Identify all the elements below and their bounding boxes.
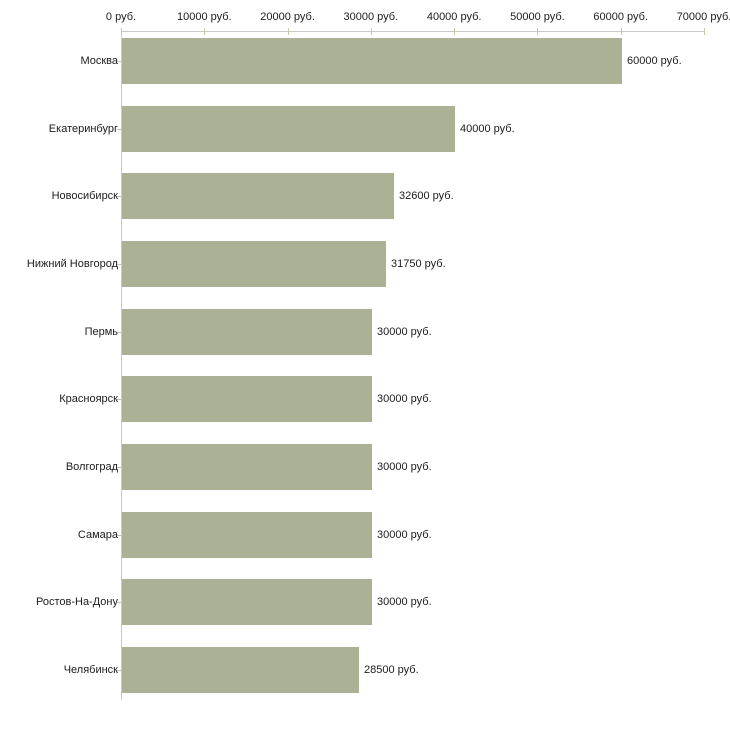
- y-axis-tick: [117, 61, 121, 62]
- x-axis-tick: [537, 28, 539, 35]
- bar: [122, 240, 386, 287]
- category-label: Москва: [80, 55, 118, 67]
- bar: [122, 38, 622, 84]
- category-label: Пермь: [84, 325, 118, 338]
- x-axis-tick-label: 70000 руб.: [676, 11, 730, 23]
- y-axis-tick: [117, 331, 121, 333]
- value-label: 40000 руб.: [460, 122, 515, 135]
- value-label: 30000 руб.: [377, 596, 432, 609]
- category-label: Ростов-На-Дону: [35, 596, 118, 609]
- y-axis-tick: [117, 128, 121, 130]
- y-axis-tick: [117, 534, 121, 536]
- value-label: 31750 руб.: [391, 257, 446, 270]
- x-axis-tick: [704, 28, 705, 35]
- category-label: Челябинск: [63, 663, 118, 676]
- category-label: Новосибирск: [51, 190, 118, 203]
- y-axis-tick: [117, 669, 121, 671]
- x-axis-tick-label: 10000 руб.: [176, 11, 232, 23]
- bar: [122, 105, 455, 152]
- y-axis-tick: [117, 399, 121, 401]
- x-axis-tick: [204, 28, 206, 35]
- category-label: Красноярск: [59, 393, 118, 406]
- x-axis-tick: [370, 28, 372, 35]
- bar: [122, 376, 372, 423]
- value-label: 30000 руб.: [377, 325, 432, 338]
- category-label: Самара: [77, 528, 118, 541]
- x-axis-tick-label: 0 руб.: [105, 11, 137, 23]
- x-axis-tick-label: 20000 руб.: [260, 11, 315, 23]
- value-label: 60000 руб.: [627, 55, 682, 67]
- x-axis-line: [121, 31, 705, 32]
- value-label: 30000 руб.: [377, 393, 432, 406]
- y-axis-tick: [117, 602, 121, 604]
- y-axis-tick: [117, 466, 121, 468]
- x-axis-tick: [620, 28, 622, 35]
- x-axis-tick: [121, 28, 122, 35]
- x-axis-tick: [287, 28, 289, 35]
- bar: [122, 579, 372, 626]
- bar: [122, 443, 372, 490]
- x-axis-tick-label: 40000 руб.: [426, 11, 482, 23]
- bar: [122, 173, 394, 220]
- x-axis-tick-label: 60000 руб.: [593, 11, 649, 23]
- x-axis-tick-label: 30000 руб.: [343, 11, 399, 23]
- value-label: 28500 руб.: [364, 663, 419, 676]
- value-label: 30000 руб.: [377, 528, 432, 541]
- category-label: Волгоград: [65, 460, 118, 473]
- category-label: Нижний Новгород: [26, 257, 118, 270]
- y-axis-line: [121, 31, 122, 700]
- value-label: 30000 руб.: [377, 460, 432, 473]
- bar: [122, 308, 372, 355]
- x-axis-tick: [454, 28, 456, 35]
- value-label: 32600 руб.: [399, 190, 454, 203]
- bar: [122, 646, 359, 693]
- category-label: Екатеринбург: [48, 122, 118, 135]
- bar: [122, 511, 372, 558]
- y-axis-tick: [117, 263, 121, 265]
- y-axis-tick: [117, 196, 121, 198]
- x-axis-tick-label: 50000 руб.: [510, 11, 565, 23]
